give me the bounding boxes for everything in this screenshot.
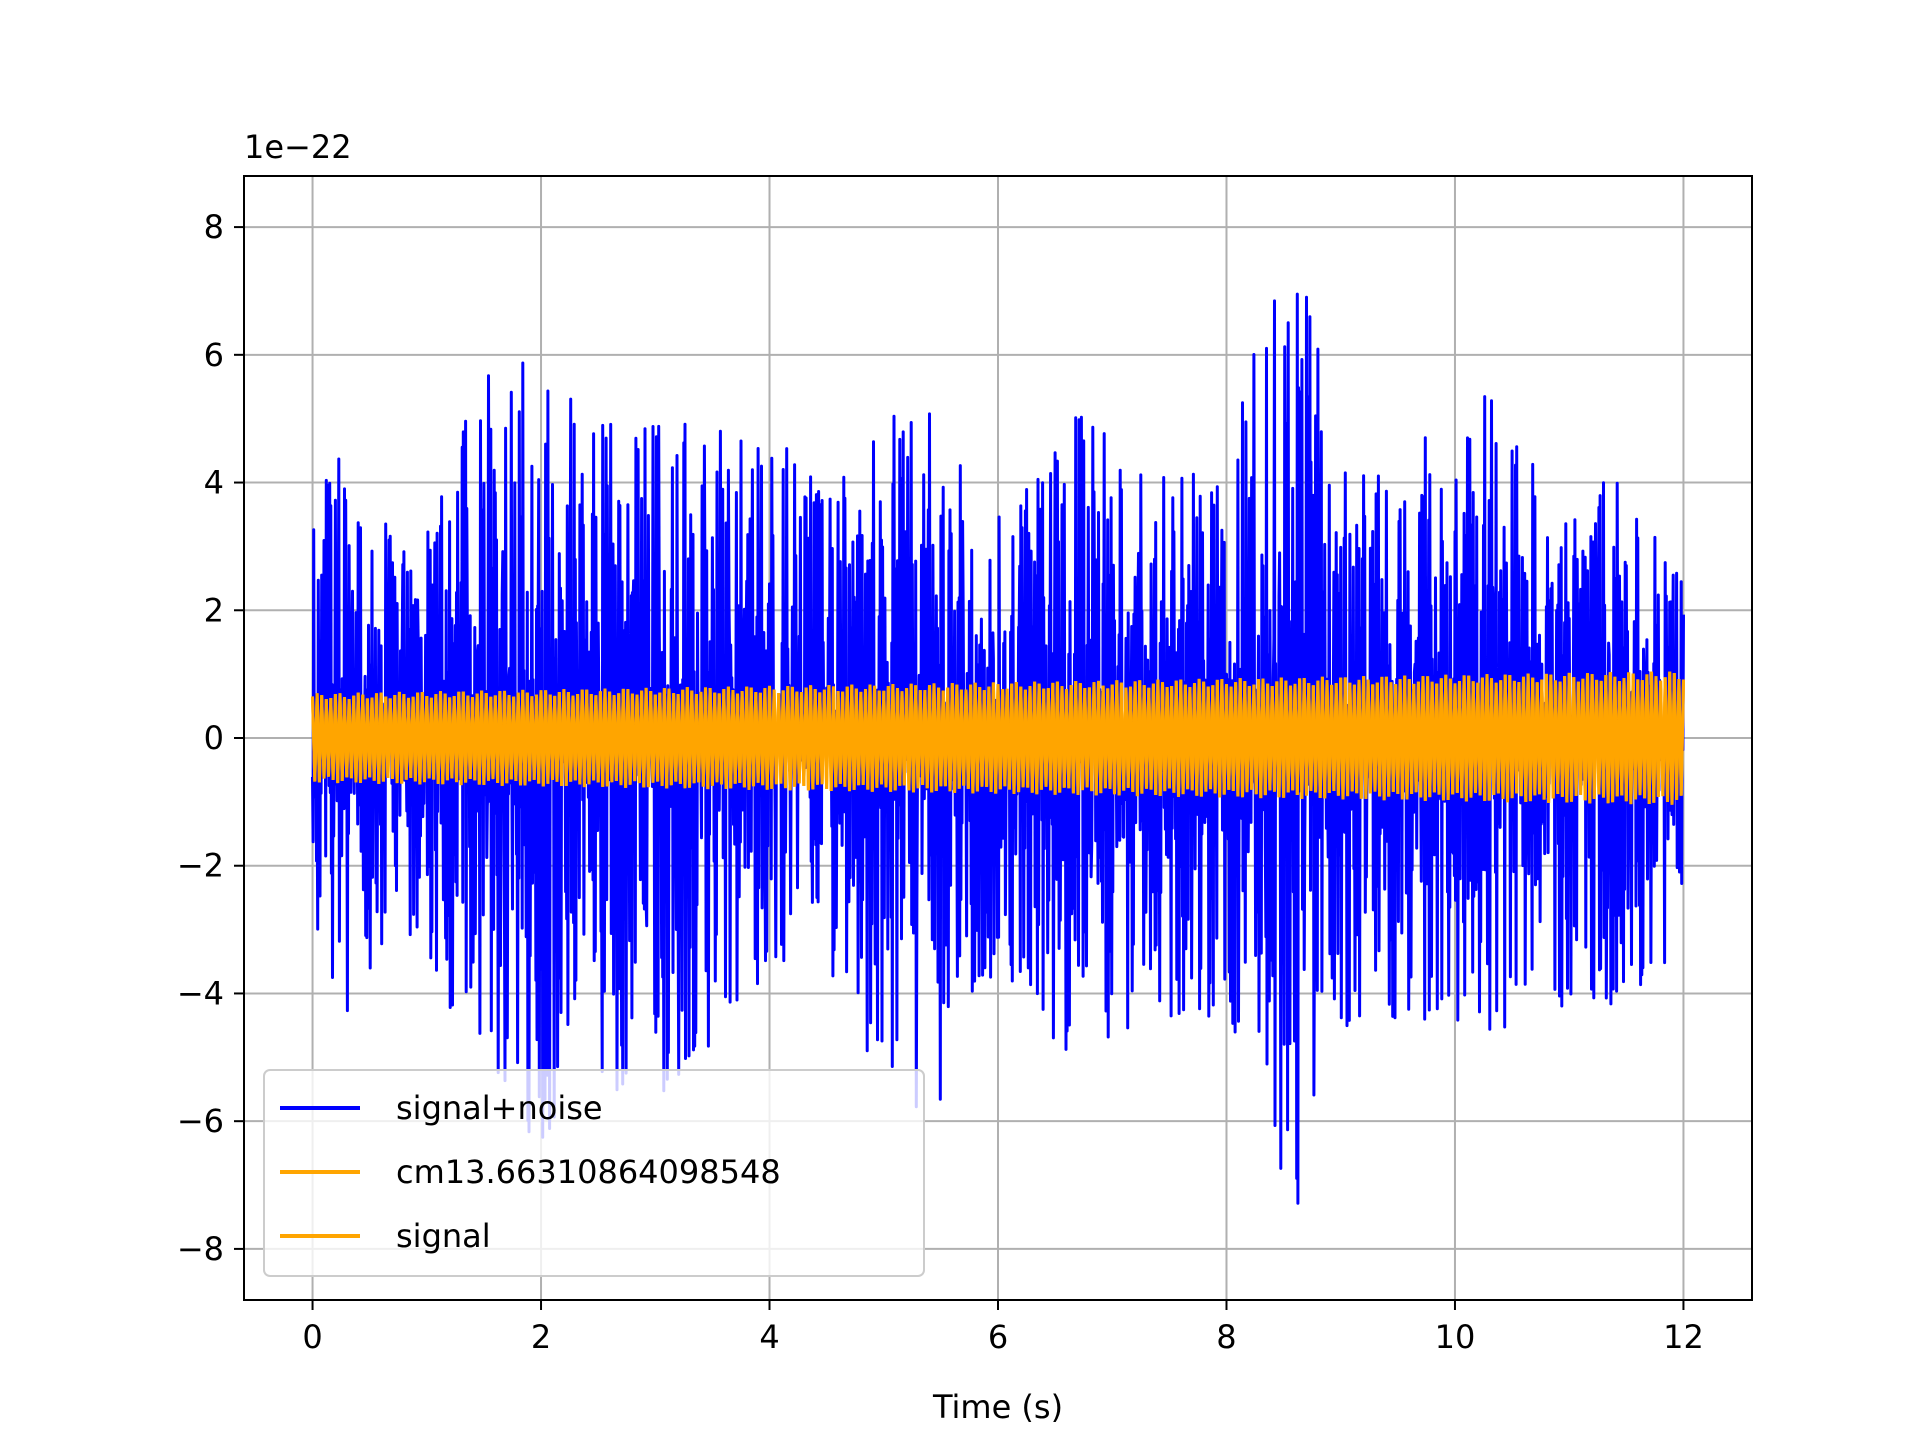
x-tick-label: 2 <box>531 1318 551 1356</box>
y-tick-label: 4 <box>204 464 224 502</box>
y-tick-label: −6 <box>177 1102 224 1140</box>
x-tick-label: 10 <box>1435 1318 1476 1356</box>
legend-label: signal <box>396 1217 491 1255</box>
ticks: 0 2 4 6 8 10 12 −8 −6 −4 −2 0 2 4 6 8 <box>177 208 1704 1356</box>
x-tick-label: 8 <box>1216 1318 1236 1356</box>
y-tick-label: −2 <box>177 847 224 885</box>
y-tick-label: 6 <box>204 336 224 374</box>
y-offset-label: 1e−22 <box>244 128 352 166</box>
y-tick-label: 2 <box>204 591 224 629</box>
legend-label: cm13.66310864098548 <box>396 1153 781 1191</box>
x-tick-label: 12 <box>1663 1318 1704 1356</box>
series-signal-line <box>311 671 1685 805</box>
y-tick-label: 8 <box>204 208 224 246</box>
x-tick-label: 0 <box>302 1318 322 1356</box>
legend-label: signal+noise <box>396 1089 603 1127</box>
legend: signal+noise cm13.66310864098548 signal <box>263 1069 925 1277</box>
plot-area <box>311 292 1685 1205</box>
x-tick-label: 4 <box>759 1318 779 1356</box>
x-axis-title: Time (s) <box>932 1388 1063 1426</box>
y-tick-label: 0 <box>204 719 224 757</box>
y-tick-label: −4 <box>177 974 224 1012</box>
y-tick-label: −8 <box>177 1230 224 1268</box>
x-tick-label: 6 <box>988 1318 1008 1356</box>
legend-box <box>263 1069 925 1277</box>
